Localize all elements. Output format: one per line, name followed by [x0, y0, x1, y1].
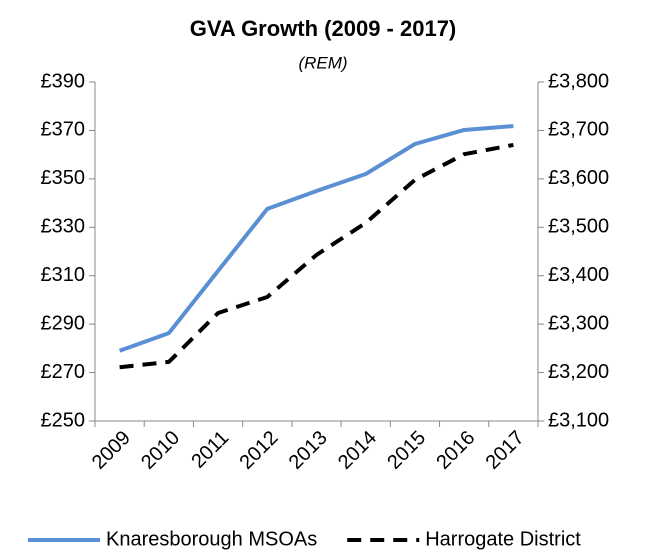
- y2-tick-label: £3,500: [548, 216, 609, 238]
- chart-title: GVA Growth (2009 - 2017): [190, 16, 457, 41]
- x-tick-label: 2017: [482, 427, 529, 474]
- y-tick-label: £310: [41, 264, 86, 286]
- x-tick-label: 2012: [236, 427, 283, 474]
- series-line: [119, 142, 514, 370]
- y2-tick-label: £3,400: [548, 264, 609, 286]
- y2-tick-label: £3,300: [548, 312, 609, 334]
- y-tick-label: £370: [41, 119, 86, 141]
- y2-tick-label: £3,600: [548, 167, 609, 189]
- y-tick-label: £390: [41, 70, 86, 92]
- x-tick-label: 2015: [383, 427, 430, 474]
- x-tick-label: 2009: [88, 427, 135, 474]
- y-tick-label: £330: [41, 216, 86, 238]
- y-tick-label: £350: [41, 167, 86, 189]
- y-tick-label: £270: [41, 361, 86, 383]
- x-tick-label: 2016: [432, 427, 479, 474]
- x-tick-label: 2013: [285, 427, 332, 474]
- legend-label: Harrogate District: [425, 528, 581, 550]
- legend-label: Knaresborough MSOAs: [106, 528, 317, 550]
- y-tick-label: £250: [41, 409, 86, 431]
- y2-tick-label: £3,800: [548, 70, 609, 92]
- x-tick-label: 2011: [187, 427, 233, 473]
- y2-tick-label: £3,200: [548, 361, 609, 383]
- series-line: [118, 124, 514, 353]
- y2-tick-label: £3,700: [548, 119, 609, 141]
- chart-subtitle: (REM): [298, 53, 347, 72]
- y2-tick-label: £3,100: [548, 409, 609, 431]
- x-tick-label: 2010: [137, 427, 184, 474]
- x-tick-label: 2014: [334, 427, 381, 474]
- y-tick-label: £290: [41, 312, 86, 334]
